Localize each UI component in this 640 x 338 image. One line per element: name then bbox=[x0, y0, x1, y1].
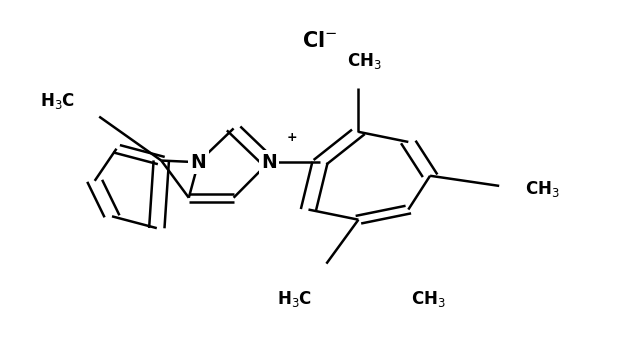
Text: CH$_3$: CH$_3$ bbox=[412, 289, 446, 309]
Text: +: + bbox=[287, 131, 298, 144]
Text: CH$_3$: CH$_3$ bbox=[348, 51, 382, 71]
Text: N: N bbox=[261, 153, 276, 172]
Text: H$_3$C: H$_3$C bbox=[277, 289, 312, 309]
Text: N: N bbox=[191, 153, 206, 172]
Text: H$_3$C: H$_3$C bbox=[40, 91, 75, 112]
Text: Cl$^{-}$: Cl$^{-}$ bbox=[302, 30, 338, 51]
Text: CH$_3$: CH$_3$ bbox=[525, 179, 559, 199]
